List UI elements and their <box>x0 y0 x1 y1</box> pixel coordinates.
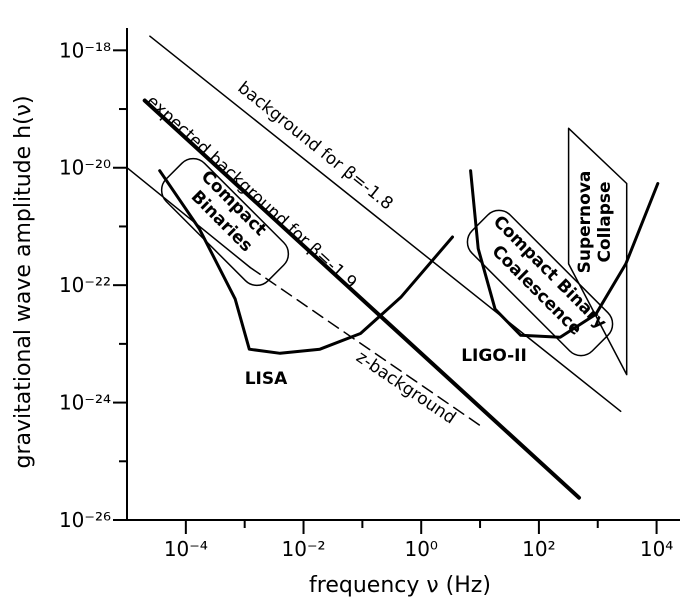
y-tick-label: 10⁻²⁴ <box>59 391 111 415</box>
coalescence-box <box>466 209 614 357</box>
annotation: Collapse <box>595 181 615 262</box>
series-line <box>142 98 581 500</box>
series-line <box>149 35 622 413</box>
x-tick-label: 10⁴ <box>640 537 673 561</box>
series-line <box>469 169 660 339</box>
compact-binaries-box <box>160 157 290 287</box>
annotation: LIGO-II <box>461 346 527 366</box>
plot-area: 10⁻²⁶ 10⁻²⁴ 10⁻²² 10⁻²⁰ 10⁻¹⁸ 10⁻⁴ 10⁻² 10⁰ 10² 1… <box>59 35 673 561</box>
annotation: LISA <box>245 369 288 389</box>
x-tick-label: 10² <box>522 537 555 561</box>
y-tick-label: 10⁻²⁶ <box>59 508 111 532</box>
series-line <box>249 266 485 429</box>
y-axis-title: gravitational wave amplitude h(ν) <box>11 95 36 468</box>
x-tick-label: 10⁻⁴ <box>164 537 208 561</box>
series-line <box>126 166 251 269</box>
x-tick-label: 10⁻² <box>282 537 326 561</box>
y-tick-label: 10⁻²⁰ <box>59 156 111 180</box>
y-tick-label: 10⁻²² <box>59 273 111 297</box>
region <box>567 127 628 376</box>
annotation: Supernova <box>575 171 595 274</box>
y-tick-label: 10⁻¹⁸ <box>59 38 111 62</box>
x-tick-label: 10⁰ <box>404 537 437 561</box>
series-line <box>158 169 454 355</box>
x-axis-title: frequency ν (Hz) <box>309 573 491 598</box>
